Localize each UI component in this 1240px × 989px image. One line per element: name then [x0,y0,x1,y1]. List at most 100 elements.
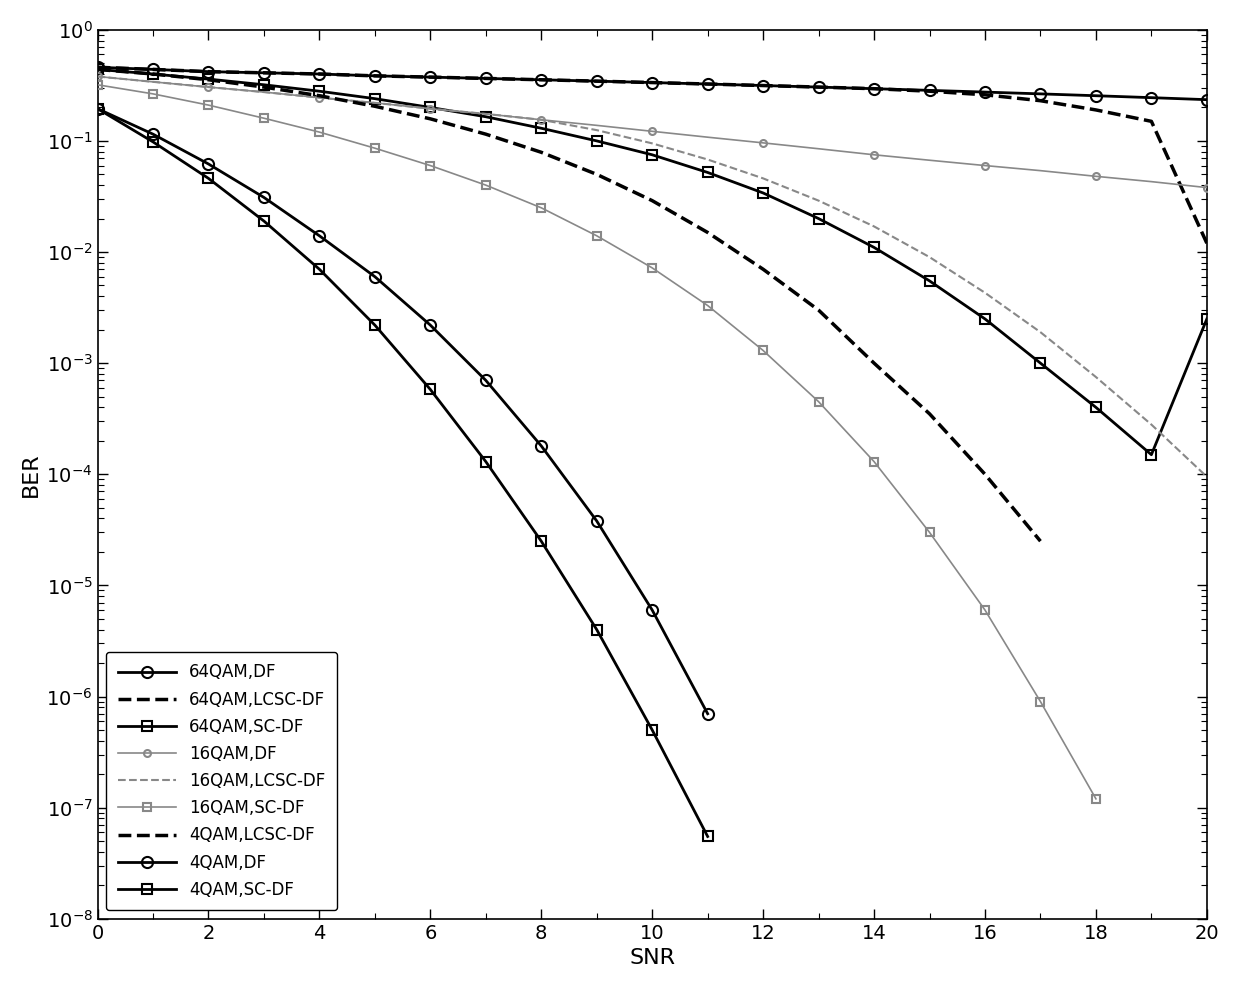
4QAM,SC-DF [91,103,105,115]
4QAM,LCSC-DF [589,168,604,180]
16QAM,SC-DF [312,127,327,138]
64QAM,SC-DF [1033,357,1048,369]
64QAM,DF [811,81,826,93]
4QAM,LCSC-DF [533,146,548,158]
Line: 4QAM,LCSC-DF: 4QAM,LCSC-DF [98,69,1040,541]
64QAM,LCSC-DF [91,61,105,73]
16QAM,SC-DF [923,526,937,538]
4QAM,LCSC-DF [201,74,216,86]
16QAM,DF [1199,182,1214,194]
64QAM,LCSC-DF [589,75,604,87]
64QAM,SC-DF [145,68,160,80]
4QAM,LCSC-DF [479,129,494,140]
Line: 16QAM,DF: 16QAM,DF [94,73,1210,191]
4QAM,DF [423,319,438,331]
64QAM,SC-DF [423,102,438,114]
64QAM,LCSC-DF [312,68,327,80]
4QAM,LCSC-DF [423,113,438,125]
16QAM,DF [867,149,882,161]
Line: 16QAM,LCSC-DF: 16QAM,LCSC-DF [98,76,1207,477]
Line: 4QAM,DF: 4QAM,DF [92,103,713,719]
4QAM,DF [701,708,715,720]
16QAM,LCSC-DF [867,221,882,232]
64QAM,LCSC-DF [1033,95,1048,107]
16QAM,LCSC-DF [367,97,382,109]
64QAM,LCSC-DF [867,83,882,95]
16QAM,LCSC-DF [1145,418,1159,430]
4QAM,LCSC-DF [145,68,160,80]
64QAM,DF [367,70,382,82]
64QAM,SC-DF [91,63,105,75]
64QAM,SC-DF [811,213,826,225]
4QAM,SC-DF [645,724,660,736]
64QAM,LCSC-DF [701,78,715,90]
4QAM,SC-DF [479,456,494,468]
64QAM,LCSC-DF [977,89,992,101]
64QAM,SC-DF [367,93,382,105]
64QAM,LCSC-DF [1199,237,1214,249]
16QAM,SC-DF [257,113,272,125]
4QAM,SC-DF [367,319,382,331]
16QAM,SC-DF [423,159,438,171]
4QAM,SC-DF [201,172,216,184]
16QAM,LCSC-DF [423,103,438,115]
64QAM,DF [589,75,604,87]
16QAM,SC-DF [977,604,992,616]
4QAM,LCSC-DF [811,305,826,316]
16QAM,LCSC-DF [312,92,327,104]
16QAM,DF [91,70,105,82]
4QAM,DF [145,129,160,140]
16QAM,LCSC-DF [533,114,548,126]
16QAM,DF [257,86,272,98]
16QAM,SC-DF [867,456,882,468]
16QAM,DF [312,92,327,104]
4QAM,SC-DF [423,384,438,396]
4QAM,DF [201,158,216,170]
Y-axis label: BER: BER [21,452,41,496]
16QAM,DF [533,114,548,126]
16QAM,LCSC-DF [977,287,992,299]
64QAM,LCSC-DF [811,81,826,93]
4QAM,DF [312,229,327,241]
4QAM,LCSC-DF [867,357,882,369]
64QAM,SC-DF [312,85,327,97]
16QAM,DF [645,126,660,137]
Line: 4QAM,SC-DF: 4QAM,SC-DF [93,104,713,842]
16QAM,SC-DF [533,202,548,214]
Line: 64QAM,LCSC-DF: 64QAM,LCSC-DF [98,67,1207,243]
64QAM,DF [701,78,715,90]
16QAM,DF [423,103,438,115]
Line: 64QAM,SC-DF: 64QAM,SC-DF [93,64,1211,460]
16QAM,DF [145,76,160,88]
64QAM,LCSC-DF [1145,116,1159,128]
64QAM,SC-DF [589,135,604,146]
16QAM,LCSC-DF [645,137,660,149]
16QAM,SC-DF [367,142,382,154]
4QAM,DF [645,604,660,616]
Line: 64QAM,DF: 64QAM,DF [92,61,1213,105]
64QAM,LCSC-DF [367,70,382,82]
64QAM,DF [755,79,770,91]
64QAM,SC-DF [533,123,548,135]
64QAM,DF [479,72,494,84]
16QAM,LCSC-DF [201,81,216,93]
16QAM,LCSC-DF [589,125,604,136]
16QAM,SC-DF [1033,695,1048,707]
16QAM,SC-DF [701,300,715,312]
16QAM,LCSC-DF [479,108,494,120]
4QAM,SC-DF [257,216,272,227]
16QAM,LCSC-DF [257,86,272,98]
64QAM,LCSC-DF [145,63,160,75]
16QAM,DF [811,142,826,154]
64QAM,LCSC-DF [479,72,494,84]
64QAM,DF [1089,90,1104,102]
4QAM,SC-DF [589,624,604,636]
4QAM,LCSC-DF [1033,535,1048,547]
64QAM,SC-DF [1145,449,1159,461]
4QAM,DF [479,375,494,387]
64QAM,DF [867,83,882,95]
16QAM,DF [201,81,216,93]
64QAM,DF [1033,88,1048,100]
16QAM,SC-DF [91,79,105,91]
64QAM,SC-DF [201,73,216,85]
